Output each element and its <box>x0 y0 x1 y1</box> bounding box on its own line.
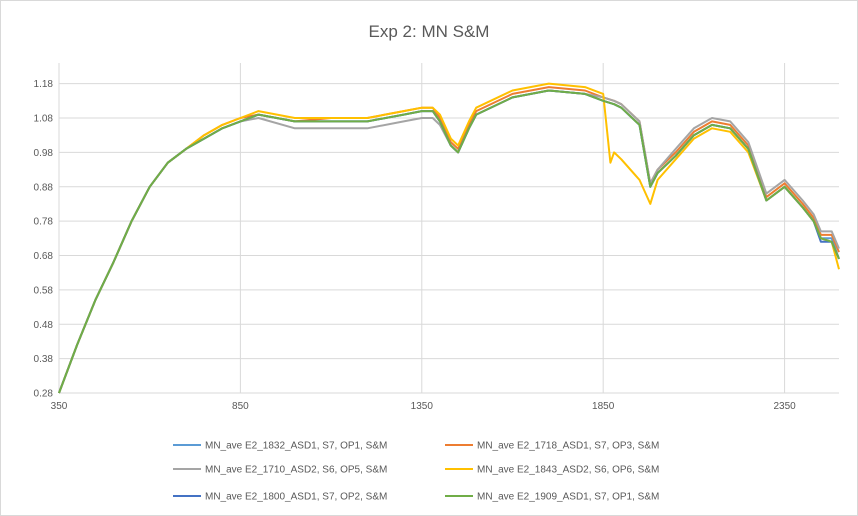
y-tick-label: 0.78 <box>34 217 54 228</box>
chart-title: Exp 2: MN S&M <box>369 22 490 41</box>
axis-layer: 0.28 0.38 0.48 0.58 0.68 0.78 0.88 0.98 1.08 1.18… <box>34 79 797 412</box>
series-line-4 <box>58 82 840 394</box>
y-tick-label: 1.08 <box>34 114 54 125</box>
legend-label: MN_ave E2_1909_ASD1, S7, OP1, S&M <box>477 492 659 503</box>
legend: MN_ave E2_1832_ASD1, S7, OP1, S&M MN_ave … <box>173 441 659 503</box>
y-tick-label: 0.68 <box>34 251 54 262</box>
y-tick-label: 1.18 <box>34 79 54 90</box>
x-tick-label: 1850 <box>592 401 615 412</box>
series-layer <box>58 82 840 394</box>
grid-layer <box>58 63 839 394</box>
y-tick-label: 0.58 <box>34 285 54 296</box>
legend-label: MN_ave E2_1800_ASD1, S7, OP2, S&M <box>205 492 387 503</box>
legend-label: MN_ave E2_1718_ASD1, S7, OP3, S&M <box>477 441 659 452</box>
y-tick-label: 0.38 <box>34 354 54 365</box>
legend-label: MN_ave E2_1710_ASD2, S6, OP5, S&M <box>205 465 387 476</box>
y-tick-label: 0.48 <box>34 320 54 331</box>
y-tick-label: 0.28 <box>34 389 54 400</box>
x-tick-label: 2350 <box>773 401 796 412</box>
y-tick-label: 0.88 <box>34 182 54 193</box>
x-tick-label: 350 <box>51 401 68 412</box>
legend-label: MN_ave E2_1832_ASD1, S7, OP1, S&M <box>205 441 387 452</box>
x-tick-label: 1350 <box>411 401 434 412</box>
x-tick-label: 850 <box>232 401 249 412</box>
series-line-6 <box>58 89 840 394</box>
y-tick-label: 0.98 <box>34 148 54 159</box>
legend-label: MN_ave E2_1843_ASD2, S6, OP6, S&M <box>477 465 659 476</box>
